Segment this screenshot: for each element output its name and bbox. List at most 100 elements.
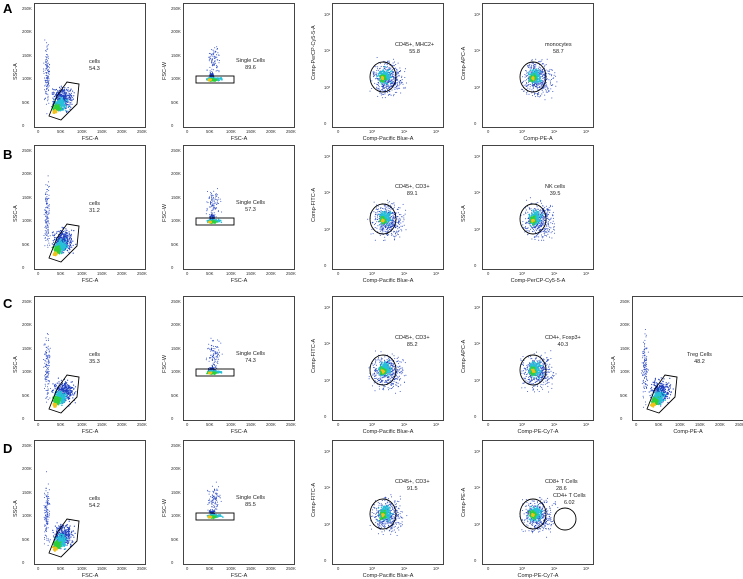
event-dot [399, 75, 400, 76]
event-dot [43, 69, 44, 70]
event-dot [389, 225, 390, 226]
event-dot [211, 71, 212, 72]
event-dot [397, 89, 398, 90]
event-dot [46, 228, 47, 229]
event-dot [547, 218, 548, 219]
event-dot [394, 62, 395, 63]
event-dot [219, 71, 220, 72]
event-dot [553, 229, 554, 230]
event-dot [217, 202, 218, 203]
event-dot [65, 237, 66, 238]
event-dot [536, 82, 538, 84]
event-dot [392, 79, 393, 80]
event-dot [383, 66, 384, 67]
event-dot [550, 227, 551, 228]
x-tick-label: 200K [117, 129, 127, 134]
event-dot [391, 203, 392, 204]
event-dot [525, 80, 526, 81]
event-dot [532, 63, 533, 64]
event-dot [532, 228, 533, 229]
event-dot [382, 230, 383, 231]
event-dot [211, 63, 212, 64]
event-dot [393, 223, 394, 224]
event-dot [206, 201, 207, 202]
event-dot [217, 66, 218, 67]
event-dot [48, 175, 49, 176]
event-dot [400, 220, 401, 221]
event-dot [535, 64, 536, 65]
event-dot [48, 81, 49, 82]
event-dot [50, 235, 51, 236]
event-dot [60, 241, 62, 243]
event-dot [397, 222, 398, 223]
event-dot [538, 87, 539, 88]
event-dot [399, 237, 400, 238]
event-dot [377, 96, 378, 97]
event-dot [392, 90, 393, 91]
event-dot [46, 73, 47, 74]
event-dot [381, 220, 383, 222]
event-dot [385, 216, 387, 218]
event-dot [393, 63, 394, 64]
event-dot [380, 228, 381, 229]
event-dot [384, 205, 385, 206]
event-dot [379, 86, 380, 87]
event-dot [389, 223, 391, 225]
event-dot [63, 242, 65, 244]
event-dot [47, 207, 48, 208]
event-dot [371, 229, 372, 230]
event-dot [209, 67, 210, 68]
event-dot [391, 223, 392, 224]
event-dot [211, 206, 212, 207]
event-dot [72, 397, 73, 398]
x-tick-label: 50K [206, 271, 213, 276]
event-dot [376, 76, 378, 78]
event-dot [532, 82, 534, 84]
event-dot [388, 214, 390, 216]
event-dot [45, 226, 46, 227]
event-dot [46, 191, 47, 192]
y-tick-label: 10⁵ [324, 12, 330, 17]
event-dot [539, 80, 541, 82]
event-dot [528, 85, 529, 86]
event-dot [394, 218, 395, 219]
event-dot [397, 79, 398, 80]
event-dot [59, 101, 61, 103]
event-dot [550, 210, 551, 211]
event-dot [75, 391, 76, 392]
event-dot [47, 212, 48, 213]
event-dot [382, 213, 384, 215]
event-dot [47, 245, 48, 246]
event-dot [45, 233, 46, 234]
event-dot [75, 402, 76, 403]
event-dot [380, 226, 381, 227]
event-dot [49, 245, 50, 246]
event-dot [398, 212, 399, 213]
event-dot [68, 106, 70, 108]
event-dot [379, 89, 380, 90]
event-dot [542, 236, 543, 237]
event-dot [58, 243, 60, 245]
event-dot [65, 238, 67, 240]
event-dot [48, 181, 49, 182]
event-dot [45, 227, 46, 228]
event-dot [528, 218, 529, 219]
event-dot [397, 228, 398, 229]
y-axis-label: FSC-W [162, 203, 168, 221]
event-dot [527, 88, 528, 89]
event-dot [533, 210, 535, 212]
event-dot [542, 85, 543, 86]
x-tick-label: 50K [57, 271, 64, 276]
event-dot [538, 68, 539, 69]
event-dot [535, 96, 536, 97]
event-dot [216, 207, 217, 208]
x-tick-label: 200K [117, 271, 127, 276]
event-dot [543, 231, 544, 232]
event-dot [555, 86, 556, 87]
event-dot [69, 231, 70, 232]
event-dot [544, 65, 545, 66]
event-dot [59, 236, 60, 237]
event-dot [525, 226, 526, 227]
event-dot [539, 71, 541, 73]
event-dot [542, 90, 543, 91]
